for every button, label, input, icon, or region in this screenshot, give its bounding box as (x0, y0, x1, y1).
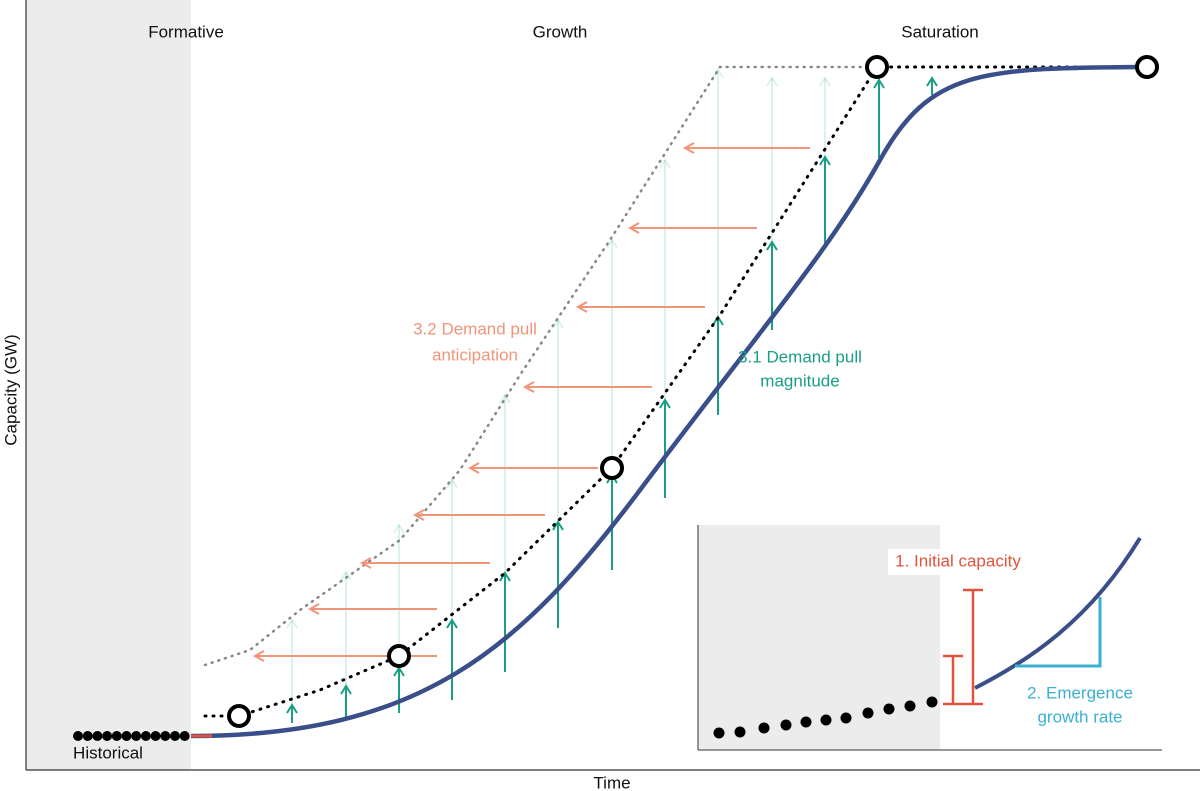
inset-point (734, 726, 746, 738)
magnitude-label: 3.1 Demand pull (738, 347, 862, 366)
historical-point (102, 731, 113, 741)
inset-point (758, 722, 770, 734)
historical-point (140, 731, 151, 741)
inset-point (713, 727, 725, 739)
inset-point (800, 716, 812, 728)
faded-arrow-head (499, 393, 511, 404)
historical-point (160, 731, 171, 741)
magnitude-arrow-head (552, 520, 564, 531)
phase-label: Formative (148, 22, 224, 41)
faded-arrow-head (393, 523, 405, 534)
faded-arrow-head (340, 570, 352, 581)
magnitude-arrow-head (286, 703, 298, 714)
inset-point (840, 712, 852, 724)
anticipation-arrow-head (467, 462, 480, 474)
label-bg (888, 549, 1030, 575)
anticipation-arrow-head (307, 603, 320, 615)
anticipation-arrow-head (627, 222, 640, 234)
initial-capacity-label: 1. Initial capacity (895, 551, 1021, 570)
phase-label: Saturation (901, 22, 979, 41)
historical-point (170, 731, 180, 741)
historical-point (150, 731, 161, 741)
faded-arrow-head (286, 618, 298, 629)
anticipation-path (203, 65, 879, 667)
historical-point (111, 731, 122, 741)
magnitude-arrow-head (659, 398, 671, 409)
faded-arrow-head (766, 76, 778, 87)
historical-point (82, 731, 93, 741)
magnitude-arrow-head (873, 78, 885, 89)
faded-arrow-head (659, 158, 671, 169)
milestone (1135, 55, 1159, 79)
milestone (865, 55, 889, 79)
faded-arrow-head (606, 238, 618, 249)
inset-point (780, 719, 792, 731)
growth-triangle (1015, 597, 1102, 668)
milestone (600, 456, 624, 480)
anticipation-label: anticipation (432, 345, 518, 364)
historical-point (131, 731, 142, 741)
inset-point (883, 703, 895, 715)
milestones (227, 55, 1159, 728)
historical-point (73, 731, 83, 741)
magnitude-label: magnitude (760, 371, 839, 390)
target-path (203, 65, 1149, 718)
milestone (227, 704, 251, 728)
inset-point (862, 707, 874, 719)
magnitude-arrow-head (766, 240, 778, 251)
historical-point (179, 731, 190, 741)
historical-point (92, 731, 103, 741)
magnitude-arrow-head (446, 618, 458, 629)
inset-curve (974, 536, 1142, 690)
growth-rate-label: growth rate (1037, 707, 1122, 726)
capacity-bars (943, 588, 983, 706)
magnitude-arrow-head (340, 684, 352, 695)
inset-point (904, 700, 916, 712)
inset: 1. Initial capacity 2. Emergence growth … (697, 525, 1162, 751)
magnitude-arrow-head (819, 155, 831, 166)
y-axis-label: Capacity (GW) (1, 334, 20, 445)
anticipation-arrow-head (575, 301, 588, 313)
inset-point (820, 714, 832, 726)
faded-arrow-head (819, 76, 831, 87)
historical-point (121, 731, 132, 741)
growth-rate-label: 2. Emergence (1027, 683, 1133, 702)
faded-arrow-head (446, 478, 458, 489)
inset-point (926, 696, 938, 708)
capacity-curve (190, 64, 1146, 739)
anticipation-arrow-head (412, 509, 425, 521)
phase-label: Growth (533, 22, 588, 41)
anticipation-arrow-head (522, 381, 535, 393)
anticipation-arrow-head (682, 142, 695, 154)
faded-arrow-head (552, 318, 564, 329)
historical-label: Historical (73, 743, 143, 762)
historical-shade (26, 0, 191, 770)
anticipation-label: 3.2 Demand pull (413, 319, 537, 338)
anticipation-arrow-head (359, 557, 372, 569)
anticipation-arrow-head (252, 650, 265, 662)
x-axis-label: Time (593, 773, 630, 791)
magnitude-arrow-head (926, 76, 938, 87)
magnitude-arrow-head (499, 571, 511, 582)
milestone (387, 644, 411, 668)
faded-arrow-head (712, 68, 724, 79)
